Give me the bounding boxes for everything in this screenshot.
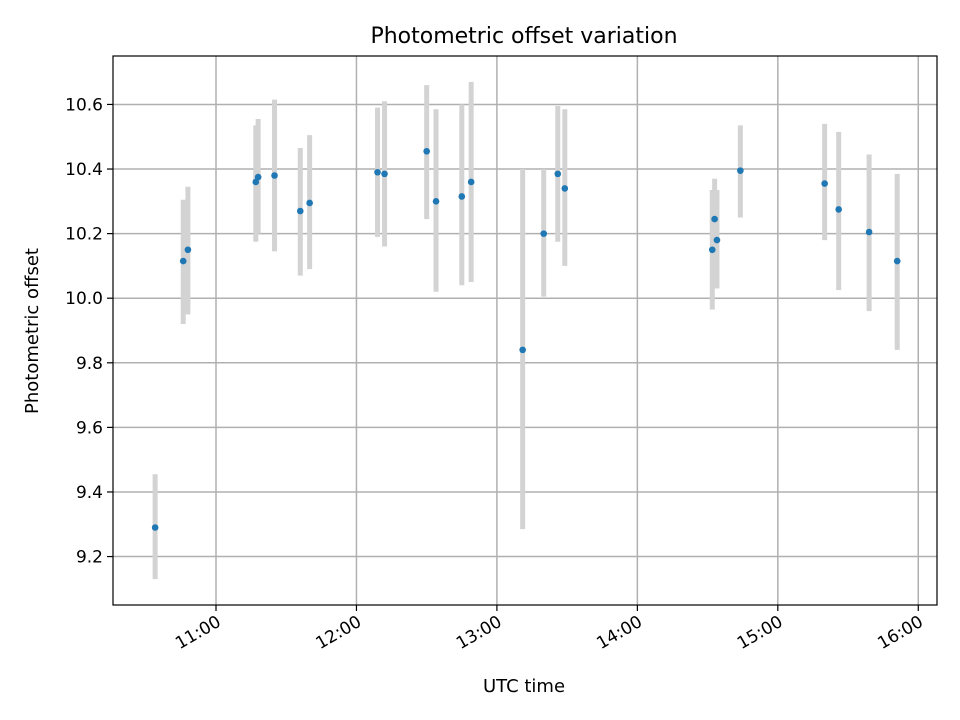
y-tick-label: 10.6	[65, 95, 103, 115]
y-tick-label: 10.0	[65, 289, 103, 309]
data-point	[423, 147, 430, 155]
y-tick-label: 9.8	[76, 354, 103, 374]
data-point	[893, 257, 901, 265]
data-points	[151, 147, 901, 531]
data-point	[711, 215, 718, 223]
data-point	[865, 228, 873, 236]
data-point	[708, 246, 716, 254]
data-point	[271, 172, 278, 179]
data-point	[467, 178, 475, 186]
data-point	[254, 173, 262, 181]
y-axis-label: Photometric offset	[22, 248, 43, 414]
plot-frame	[112, 55, 938, 606]
y-tick-label: 10.2	[65, 225, 103, 245]
data-point	[296, 207, 304, 215]
data-point	[381, 170, 388, 178]
data-point	[835, 206, 842, 213]
x-axis-label: UTC time	[483, 676, 565, 697]
data-point	[713, 236, 721, 244]
data-point	[737, 167, 744, 174]
data-point	[374, 168, 381, 176]
data-point	[184, 246, 192, 254]
data-point	[151, 524, 159, 531]
chart-title: Photometric offset variation	[370, 24, 677, 49]
data-point	[821, 180, 828, 187]
data-point	[306, 199, 313, 207]
y-tick-label: 9.2	[76, 548, 103, 568]
y-tick-label: 10.4	[65, 160, 103, 180]
data-point	[458, 193, 466, 200]
y-tick-label: 9.6	[76, 418, 103, 438]
data-point	[432, 198, 440, 205]
data-point	[554, 170, 562, 178]
data-point	[561, 185, 569, 192]
data-point	[540, 230, 548, 237]
y-tick-label: 9.4	[76, 483, 103, 503]
data-point	[519, 346, 526, 354]
data-point	[179, 257, 187, 265]
